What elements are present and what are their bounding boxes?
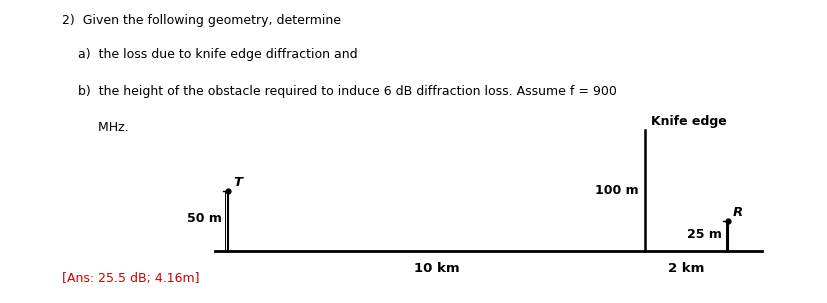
Text: T: T [232, 176, 241, 189]
Text: 2 km: 2 km [667, 262, 704, 275]
Text: 10 km: 10 km [413, 262, 459, 275]
Text: 2)  Given the following geometry, determine: 2) Given the following geometry, determi… [62, 14, 341, 27]
Text: a)  the loss due to knife edge diffraction and: a) the loss due to knife edge diffractio… [62, 48, 357, 62]
Text: Knife edge: Knife edge [650, 115, 726, 128]
Text: [Ans: 25.5 dB; 4.16m]: [Ans: 25.5 dB; 4.16m] [62, 272, 199, 285]
Text: 100 m: 100 m [595, 185, 638, 197]
Text: 25 m: 25 m [686, 228, 721, 241]
Text: MHz.: MHz. [62, 121, 128, 134]
Text: b)  the height of the obstacle required to induce 6 dB diffraction loss. Assume : b) the height of the obstacle required t… [62, 85, 616, 98]
Text: 50 m: 50 m [187, 212, 222, 225]
Text: R: R [733, 206, 743, 219]
